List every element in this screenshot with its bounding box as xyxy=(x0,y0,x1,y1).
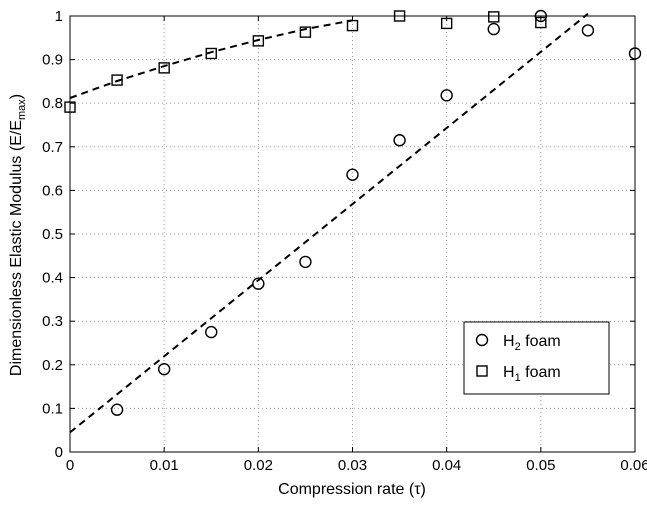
fit-lines xyxy=(69,13,589,434)
x-tick-label: 0.05 xyxy=(526,457,555,474)
data-point-h1 xyxy=(488,11,500,23)
legend-label-h1: H1 foam xyxy=(503,364,561,384)
y-tick-label: 0.3 xyxy=(42,313,63,330)
data-point-h2 xyxy=(440,89,453,102)
data-point-h1 xyxy=(299,26,312,38)
data-point-h1 xyxy=(111,74,123,86)
legend-marker-square xyxy=(476,365,488,377)
data-point-h1 xyxy=(158,62,170,74)
y-tick-label: 0.2 xyxy=(42,357,63,374)
legend-marker-circle xyxy=(475,333,489,347)
data-point-h1 xyxy=(205,47,217,60)
y-tick-label: 0.8 xyxy=(42,95,63,112)
fit-line-h1 xyxy=(69,19,353,99)
legend-box xyxy=(463,321,610,395)
y-axis-title: Dimensionless Elastic Modulus (E/Emax) xyxy=(8,94,28,376)
x-axis-title: Compression rate (τ) xyxy=(278,481,426,498)
data-point-h2 xyxy=(110,403,124,416)
y-tick-label: 0.9 xyxy=(42,52,63,69)
x-tick-label: 0.06 xyxy=(620,457,647,474)
y-tick-label: 0.5 xyxy=(42,226,63,243)
data-point-h2 xyxy=(205,325,218,339)
data-point-h2 xyxy=(157,362,171,376)
y-tick-label: 0.7 xyxy=(42,139,63,156)
y-axis-title-main: Dimensionless Elastic Modulus (E/E xyxy=(8,120,25,376)
x-tick-label: 0.03 xyxy=(338,457,367,474)
y-axis-title-suffix: ) xyxy=(8,94,25,99)
y-axis-title-subscript: max xyxy=(16,99,28,120)
x-tick-label: 0 xyxy=(66,457,74,474)
y-tick-label: 0.1 xyxy=(42,400,63,417)
legend-label-h2: H2 foam xyxy=(503,333,561,353)
y-tick-label: 0 xyxy=(55,444,63,461)
grid xyxy=(70,16,635,452)
data-point-h2 xyxy=(252,277,265,290)
fit-line-h2 xyxy=(69,13,589,434)
data-point-h1 xyxy=(252,35,265,47)
data-point-h2 xyxy=(534,9,548,23)
y-tick-label: 0.4 xyxy=(42,270,63,287)
data-point-h2 xyxy=(628,47,642,60)
data-point-h1 xyxy=(535,16,547,29)
data-point-h2 xyxy=(346,168,359,181)
x-tick-label: 0.01 xyxy=(150,457,179,474)
data-point-h2 xyxy=(299,255,312,269)
data-point-h2 xyxy=(393,134,406,147)
data-point-h1 xyxy=(346,19,359,32)
x-tick-label: 0.02 xyxy=(244,457,273,474)
data-markers xyxy=(64,9,642,416)
axis-ticks: 0 0.01 0.02 0.03 0.04 0.05 0.06 0 0.1 0.2 0.3 0.4 0.… xyxy=(42,8,647,474)
x-tick-label: 0.04 xyxy=(432,457,461,474)
y-tick-label: 0.6 xyxy=(42,182,63,199)
data-point-h2 xyxy=(487,22,500,36)
data-point-h1 xyxy=(393,10,406,22)
y-tick-label: 1 xyxy=(55,8,63,25)
legend: H2 foam H1 foam xyxy=(463,321,610,395)
data-point-h1 xyxy=(64,101,76,113)
data-point-h2 xyxy=(581,24,595,37)
data-point-h1 xyxy=(440,17,453,30)
